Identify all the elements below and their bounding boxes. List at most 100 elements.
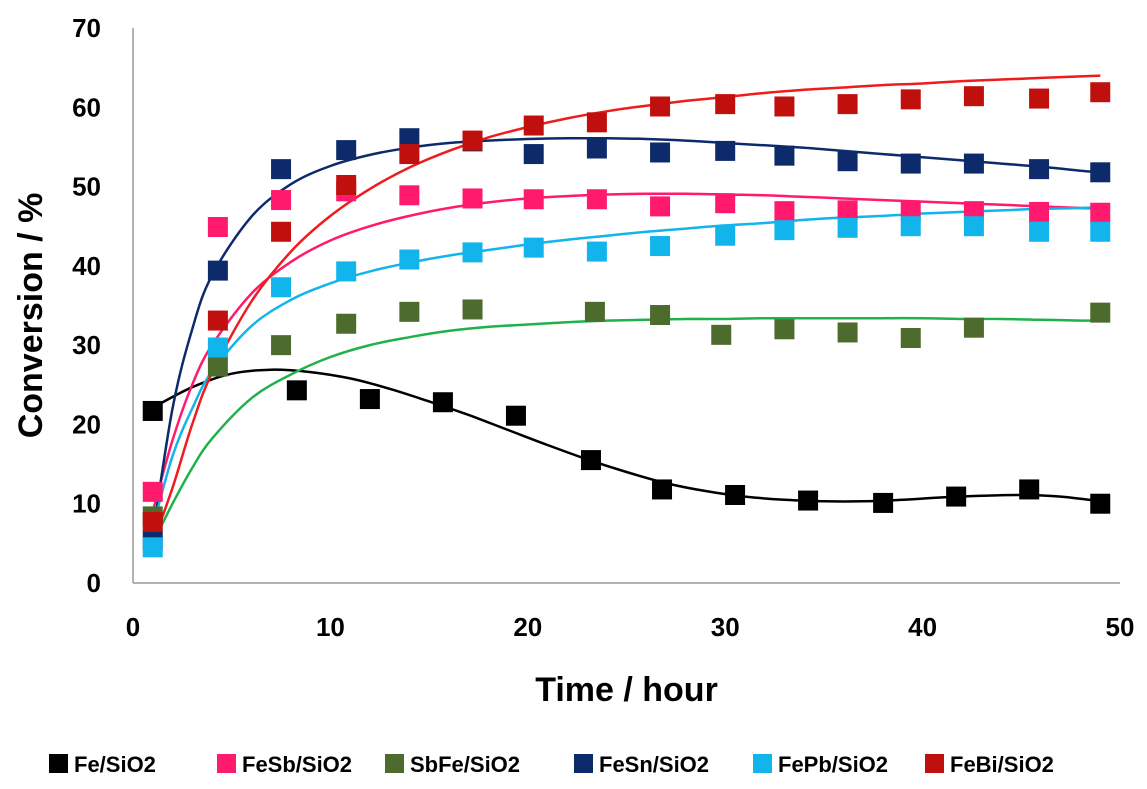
x-tick-label: 40 (908, 612, 937, 642)
legend-entry: SbFe/SiO2 (385, 752, 520, 777)
y-axis-title: Conversion / % (12, 193, 50, 439)
data-point-2 (207, 356, 228, 377)
legend-entry: FeSn/SiO2 (574, 752, 709, 777)
data-point-0 (359, 389, 380, 410)
data-point-1 (271, 190, 292, 211)
data-point-4 (586, 241, 607, 262)
y-tick-label: 0 (87, 568, 101, 598)
data-point-0 (946, 486, 967, 507)
data-point-1 (142, 481, 163, 502)
fit-line-4 (151, 205, 1101, 528)
legend-entry: FeSb/SiO2 (217, 752, 352, 777)
data-point-3 (900, 153, 921, 174)
data-point-1 (462, 188, 483, 209)
legend-swatch (574, 754, 593, 773)
data-point-3 (837, 151, 858, 172)
data-point-0 (286, 380, 307, 401)
fit-line-3 (151, 136, 1101, 536)
data-point-5 (774, 96, 795, 117)
fit-lines (151, 74, 1101, 544)
data-point-1 (715, 193, 736, 214)
fit-line-2 (151, 316, 1101, 544)
data-point-4 (271, 277, 292, 298)
data-point-5 (650, 96, 671, 117)
x-tick-label: 30 (711, 612, 740, 642)
y-tick-label: 30 (72, 330, 101, 360)
data-point-1 (963, 201, 984, 222)
data-point-4 (399, 249, 420, 270)
data-point-3 (271, 159, 292, 180)
data-point-3 (399, 128, 420, 149)
legend-label: FeSb/SiO2 (242, 752, 352, 777)
data-point-4 (207, 337, 228, 358)
y-tick-label: 60 (72, 92, 101, 122)
data-point-3 (336, 140, 357, 161)
legend-swatch (753, 754, 772, 773)
data-point-4 (837, 217, 858, 238)
x-axis-title: Time / hour (535, 671, 718, 709)
data-point-0 (142, 400, 163, 421)
legend-entry: FePb/SiO2 (753, 752, 888, 777)
data-point-2 (837, 322, 858, 343)
y-tick-label: 70 (72, 13, 101, 43)
legend-label: FePb/SiO2 (778, 752, 888, 777)
data-point-2 (399, 301, 420, 322)
data-point-4 (715, 225, 736, 246)
legend-label: FeBi/SiO2 (950, 752, 1054, 777)
data-point-2 (650, 305, 671, 326)
y-tick-label: 40 (72, 251, 101, 281)
data-point-2 (271, 335, 292, 356)
x-tick-label: 50 (1106, 612, 1135, 642)
legend-swatch (925, 754, 944, 773)
data-point-2 (584, 301, 605, 322)
data-markers (142, 82, 1111, 558)
data-point-5 (1029, 88, 1050, 109)
data-point-0 (873, 492, 894, 513)
data-point-3 (523, 144, 544, 165)
data-point-3 (1090, 162, 1111, 183)
x-tick-label: 10 (316, 612, 345, 642)
data-point-0 (725, 484, 746, 505)
data-point-3 (774, 145, 795, 166)
data-point-0 (580, 450, 601, 471)
data-point-2 (336, 313, 357, 334)
data-point-5 (900, 89, 921, 110)
data-point-5 (399, 144, 420, 165)
data-point-4 (142, 537, 163, 558)
data-point-4 (523, 237, 544, 258)
data-point-5 (523, 115, 544, 136)
data-point-4 (336, 261, 357, 282)
axes (132, 28, 1120, 584)
data-point-4 (1090, 221, 1111, 242)
data-point-3 (586, 138, 607, 159)
data-point-0 (798, 490, 819, 511)
data-point-5 (207, 310, 228, 331)
data-point-0 (505, 405, 526, 426)
legend: Fe/SiO2 FeSb/SiO2 SbFe/SiO2 FeSn/SiO2 FePb/S… (49, 752, 1054, 777)
data-point-2 (462, 299, 483, 320)
data-point-1 (650, 196, 671, 217)
data-point-0 (652, 479, 673, 500)
data-point-3 (207, 260, 228, 281)
data-point-5 (462, 130, 483, 151)
data-point-3 (715, 140, 736, 161)
data-point-5 (963, 86, 984, 107)
data-point-5 (837, 94, 858, 115)
data-point-4 (774, 220, 795, 241)
legend-swatch (49, 754, 68, 773)
data-point-1 (1090, 202, 1111, 223)
y-tick-label: 50 (72, 172, 101, 202)
data-point-4 (900, 216, 921, 237)
data-point-0 (432, 392, 453, 413)
legend-swatch (217, 754, 236, 773)
data-point-1 (837, 200, 858, 221)
fit-line-1 (151, 192, 1101, 512)
data-point-2 (774, 319, 795, 340)
y-tick-label: 10 (72, 489, 101, 519)
y-tick-label: 20 (72, 409, 101, 439)
data-point-5 (142, 511, 163, 532)
data-point-1 (207, 217, 228, 238)
data-point-2 (1090, 302, 1111, 323)
data-point-4 (462, 242, 483, 263)
data-point-5 (336, 174, 357, 195)
